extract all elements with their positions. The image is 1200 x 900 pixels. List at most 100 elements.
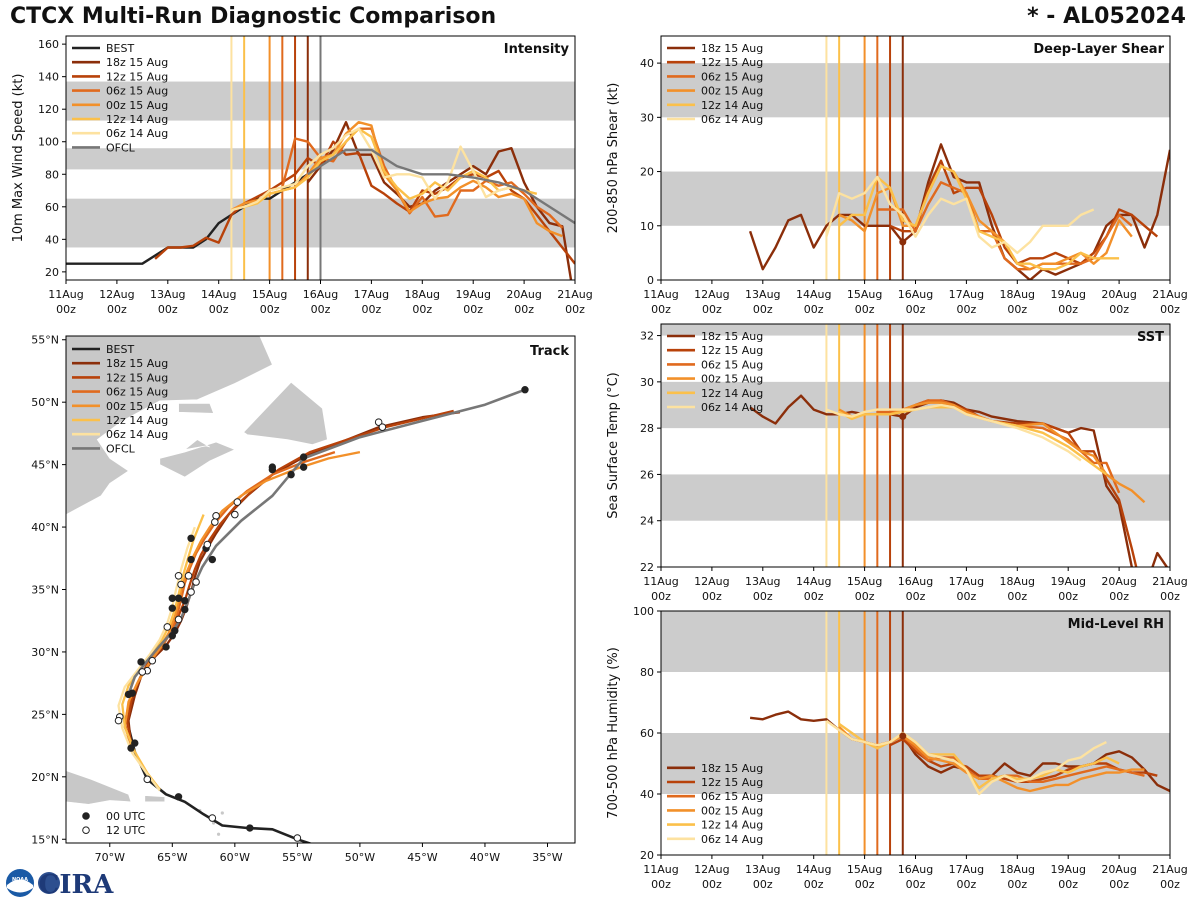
legend-label: 12z 14 Aug [701, 99, 763, 112]
x-tick-sublabel: 00z [1109, 878, 1129, 891]
y-tick-label: 55°N [31, 334, 59, 347]
x-tick-label: 19Aug [1050, 288, 1085, 301]
legend-label: 12z 15 Aug [106, 70, 168, 83]
x-tick-label: 18Aug [1000, 575, 1035, 588]
shaded-band [661, 611, 1170, 672]
point-00utc [268, 465, 277, 474]
x-tick-sublabel: 00z [855, 303, 875, 316]
y-tick-label: 10 [640, 220, 654, 233]
x-tick-label: 19Aug [1050, 863, 1085, 876]
point-00utc [174, 594, 183, 602]
series-group [748, 143, 1170, 280]
legend-label: 00z 15 Aug [701, 804, 763, 817]
panel-title: Deep-Layer Shear [1033, 42, 1164, 57]
point-00utc [208, 555, 217, 564]
x-tick-label: 21Aug [1152, 863, 1187, 876]
legend-label: 00z 15 Aug [701, 373, 763, 386]
page-title: CTCX Multi-Run Diagnostic Comparison [10, 4, 497, 29]
x-tick-sublabel: 00z [463, 303, 483, 316]
x-tick-sublabel: 00z [804, 303, 824, 316]
x-tick-label: 16Aug [898, 575, 933, 588]
point-00utc [181, 597, 189, 605]
panel-intensity: 11Aug 00z 12Aug 00z 13Aug 00z 14Aug 00z 15Aug 00z… [11, 35, 593, 316]
track-line-12z-14-aug [121, 514, 205, 791]
x-tick-sublabel: 00z [957, 303, 977, 316]
y-tick-label: 160 [38, 38, 59, 51]
point-00utc [521, 385, 529, 394]
x-tick-sublabel: 00z [311, 303, 331, 316]
cira-logo-text: CIRA [39, 870, 114, 900]
point-12utc [212, 512, 220, 520]
x-tick-sublabel: 00z [1109, 590, 1129, 603]
land-shape [66, 770, 132, 805]
point-12utc [374, 418, 383, 426]
legend-label: 06z 14 Aug [701, 113, 763, 126]
x-tick-sublabel: 00z [362, 303, 382, 316]
y-tick-label: 40 [45, 233, 59, 246]
land-shape [243, 381, 328, 445]
x-tick-sublabel: 00z [565, 303, 585, 316]
legend-label: 12z 14 Aug [701, 819, 763, 832]
x-tick-sublabel: 00z [1160, 590, 1180, 603]
x-tick-label: 11Aug [643, 575, 678, 588]
x-tick-sublabel: 00z [702, 590, 722, 603]
x-tick-sublabel: 00z [855, 878, 875, 891]
point-00utc [168, 594, 177, 602]
point-00utc [131, 739, 139, 747]
series-line-12z-14-aug [838, 164, 1120, 271]
panel-title: SST [1137, 330, 1164, 345]
x-tick-label: 35°W [532, 851, 562, 864]
x-tick-label: 13Aug [745, 863, 780, 876]
y-tick-label: 40°N [31, 521, 59, 534]
point-12utc [138, 668, 147, 676]
legend-label: 06z 14 Aug [701, 401, 763, 414]
point-12utc [211, 518, 219, 526]
legend-label: 00 UTC [106, 810, 146, 823]
legend-label: 12 UTC [106, 824, 146, 837]
legend-label: 06z 15 Aug [106, 386, 168, 399]
x-tick-sublabel: 00z [1058, 303, 1078, 316]
y-tick-label: 35°N [31, 584, 59, 597]
y-tick-label: 22 [640, 561, 654, 574]
legend-12utc-marker [82, 826, 90, 835]
legend-label: 18z 15 Aug [701, 762, 763, 775]
x-tick-sublabel: 00z [651, 303, 671, 316]
x-tick-label: 12Aug [694, 863, 729, 876]
x-tick-sublabel: 00z [1058, 590, 1078, 603]
x-tick-label: 17Aug [949, 863, 984, 876]
y-tick-label: 20 [45, 266, 59, 279]
y-tick-label: 24 [640, 515, 654, 528]
y-tick-label: 140 [38, 71, 59, 84]
x-tick-label: 15Aug [847, 288, 882, 301]
x-tick-label: 14Aug [796, 863, 831, 876]
x-tick-sublabel: 00z [1160, 303, 1180, 316]
legend-label: 06z 15 Aug [701, 790, 763, 803]
legend-00utc-marker [82, 812, 90, 820]
y-axis-label: 10m Max Wind Speed (kt) [11, 74, 26, 243]
x-tick-sublabel: 00z [260, 303, 280, 316]
legend-label: 12z 14 Aug [701, 387, 763, 400]
x-tick-sublabel: 00z [107, 303, 127, 316]
x-tick-sublabel: 00z [906, 303, 926, 316]
x-tick-label: 13Aug [150, 288, 185, 301]
point-12utc [203, 540, 212, 549]
point-00utc [162, 643, 170, 651]
series-line-12z-15-aug [154, 140, 575, 265]
y-tick-label: 26 [640, 468, 654, 481]
panel-title: Intensity [504, 42, 570, 57]
point-12utc [192, 578, 200, 586]
x-tick-sublabel: 00z [906, 878, 926, 891]
x-tick-label: 11Aug [643, 863, 678, 876]
x-tick-label: 13Aug [745, 288, 780, 301]
x-tick-label: 17Aug [949, 288, 984, 301]
x-tick-sublabel: 00z [412, 303, 432, 316]
legend-label: 18z 15 Aug [701, 42, 763, 55]
series-group [66, 120, 575, 280]
legend-label: 12z 15 Aug [701, 56, 763, 69]
x-tick-sublabel: 00z [702, 878, 722, 891]
point-12utc [143, 775, 152, 784]
legend-label: 12z 14 Aug [106, 414, 168, 427]
series-line-12z-15-aug [889, 737, 1158, 783]
series-group [749, 394, 1169, 567]
